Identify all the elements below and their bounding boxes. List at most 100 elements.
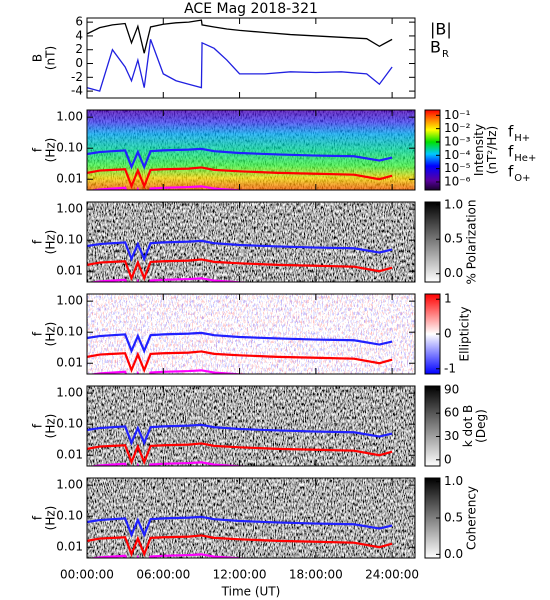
- colorbar-title: % Polarization: [465, 200, 479, 285]
- colorbar: [424, 385, 441, 467]
- colorbar-title: Coherency: [465, 486, 479, 550]
- y-axis-title: (Hz): [44, 322, 58, 347]
- y-tick-label: 2: [75, 42, 83, 56]
- gyrofrequency-line: [87, 461, 259, 466]
- chart-title: ACE Mag 2018-321: [184, 1, 318, 17]
- legend-subscript: O+: [514, 173, 530, 184]
- spectrogram-background: [87, 202, 415, 282]
- colorbar-tick-label: 90: [444, 382, 459, 396]
- y-tick-label: 0.10: [56, 417, 83, 431]
- plot-frame: [86, 477, 416, 559]
- colorbar-tick-label: 10⁻⁵: [444, 161, 471, 175]
- y-tick-label: 0.01: [56, 172, 83, 186]
- spectrogram-background: [87, 386, 415, 466]
- y-tick-label: 0.10: [56, 325, 83, 339]
- y-tick-label: 1.00: [56, 202, 83, 216]
- colorbar-tick-label: 10⁻³: [444, 134, 471, 148]
- colorbar: [424, 109, 441, 191]
- y-tick-label: -2: [71, 70, 83, 84]
- colorbar-tick-label: 10⁻⁴: [444, 148, 471, 162]
- legend-label: B: [430, 38, 441, 57]
- colorbar-tick-label: 0.0: [444, 547, 463, 561]
- gyrofrequency-line: [87, 553, 259, 558]
- y-tick-label: 0.01: [56, 448, 83, 462]
- x-tick-label: 24:00:00: [365, 568, 419, 582]
- data-line: [87, 39, 393, 92]
- y-tick-label: 0.01: [56, 264, 83, 278]
- y-tick-label: 1.00: [56, 386, 83, 400]
- legend-subscript: R: [442, 49, 449, 60]
- colorbar-title: (Deg): [474, 409, 488, 443]
- y-axis-title: f: [31, 147, 45, 152]
- gyrofrequency-line: [87, 185, 259, 190]
- colorbar-tick-label: 0: [444, 452, 452, 466]
- plot-frame: [86, 17, 416, 99]
- plot-frame: [86, 293, 416, 375]
- colorbar-tick-label: 0: [444, 327, 452, 341]
- data-line: [87, 19, 393, 54]
- plot-frame: [86, 201, 416, 283]
- gyrofrequency-line: [87, 239, 393, 262]
- colorbar-title: (nT²/Hz): [485, 126, 499, 174]
- colorbar-tick-label: 1: [444, 292, 452, 306]
- y-tick-label: 6: [75, 15, 83, 29]
- plot-frame: [86, 109, 416, 191]
- legend-subscript: H+: [514, 133, 530, 144]
- y-tick-label: -4: [71, 84, 83, 98]
- y-tick-label: 0.10: [56, 233, 83, 247]
- colorbar: [424, 201, 441, 283]
- y-axis-title: (Hz): [44, 138, 58, 163]
- y-tick-label: 4: [75, 28, 83, 42]
- gyrofrequency-line: [87, 147, 393, 170]
- x-tick-label: 18:00:00: [289, 568, 343, 582]
- x-tick-label: 12:00:00: [213, 568, 267, 582]
- gyrofrequency-line: [87, 423, 393, 446]
- y-axis-title: f: [31, 423, 45, 428]
- y-axis-title: (nT): [44, 46, 58, 70]
- gyrofrequency-line: [87, 534, 393, 558]
- x-axis-title: Time (UT): [221, 585, 281, 599]
- colorbar-tick-label: 10⁻¹: [444, 108, 471, 122]
- gyrofrequency-line: [87, 277, 259, 282]
- y-tick-label: 0.10: [56, 509, 83, 523]
- x-tick-label: 00:00:00: [60, 568, 114, 582]
- legend-label: f: [508, 143, 514, 161]
- y-axis-title: f: [31, 331, 45, 336]
- colorbar-tick-label: 0.5: [444, 232, 463, 246]
- colorbar-tick-label: 0.0: [444, 266, 463, 280]
- colorbar-title: k dot B: [461, 405, 475, 447]
- spectrogram-background: [87, 478, 415, 558]
- colorbar-tick-label: 30: [444, 429, 459, 443]
- y-tick-label: 1.00: [56, 294, 83, 308]
- y-tick-label: 1.00: [56, 478, 83, 492]
- x-tick-label: 06:00:00: [136, 568, 190, 582]
- y-tick-label: 1.00: [56, 110, 83, 124]
- y-tick-label: 0.10: [56, 141, 83, 155]
- y-axis-title: (Hz): [44, 506, 58, 531]
- colorbar-tick-label: 10⁻⁶: [444, 174, 471, 188]
- gyrofrequency-line: [87, 350, 393, 374]
- legend-subscript: He+: [514, 153, 536, 164]
- y-tick-label: 0: [75, 56, 83, 70]
- gyrofrequency-line: [87, 515, 393, 538]
- gyrofrequency-line: [87, 369, 259, 374]
- plot-frame: [86, 385, 416, 467]
- y-axis-title: f: [31, 239, 45, 244]
- y-tick-label: 0.01: [56, 540, 83, 554]
- y-axis-title: (Hz): [44, 230, 58, 255]
- colorbar-tick-label: 60: [444, 406, 459, 420]
- spectrogram-background: [87, 294, 415, 374]
- colorbar-tick-label: 1.0: [444, 197, 463, 211]
- gyrofrequency-line: [87, 442, 393, 466]
- legend-label: f: [508, 163, 514, 181]
- colorbar-tick-label: 0.5: [444, 511, 463, 525]
- colorbar-title: Intensity: [472, 124, 486, 176]
- colorbar-tick-label: 1.0: [444, 474, 463, 488]
- colorbar-tick-label: 10⁻²: [444, 121, 471, 135]
- legend-label: |B|: [430, 20, 452, 39]
- gyrofrequency-line: [87, 331, 393, 354]
- gyrofrequency-line: [87, 166, 393, 190]
- spectrogram-texture: [87, 110, 415, 190]
- y-axis-title: f: [31, 515, 45, 520]
